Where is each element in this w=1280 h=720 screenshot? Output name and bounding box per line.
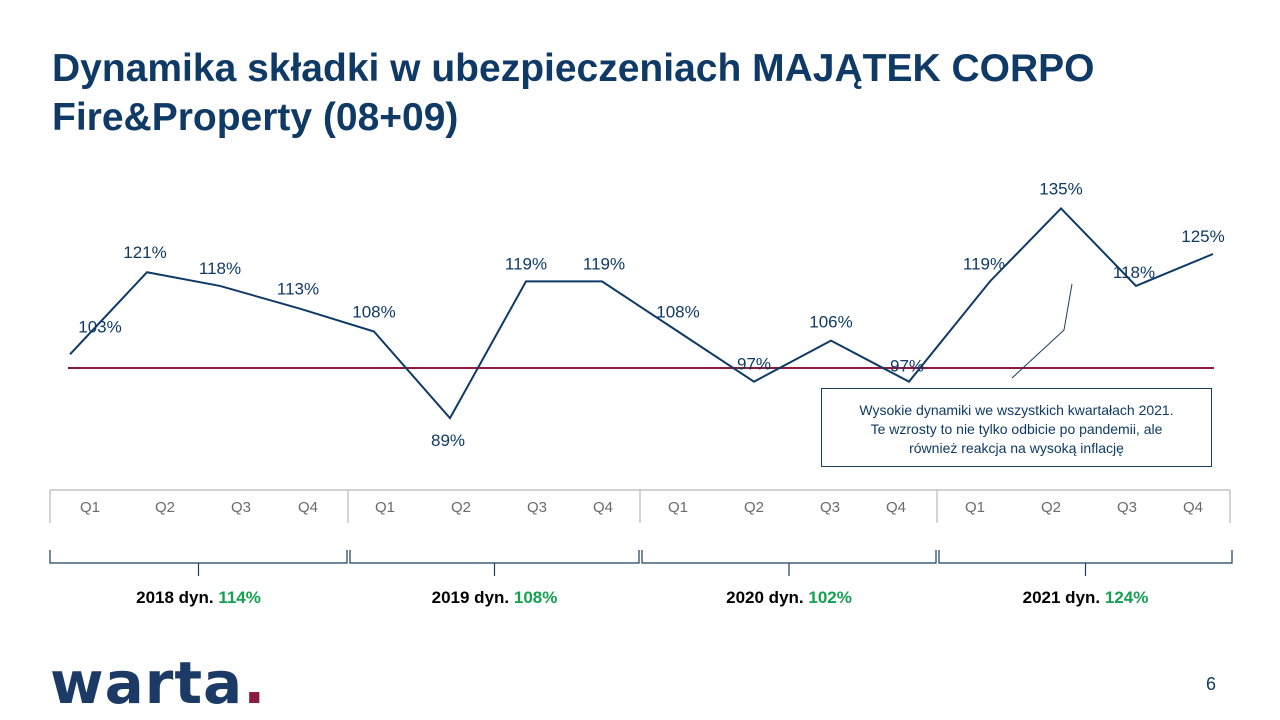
year-bracket-0 <box>49 550 348 576</box>
quarter-label-15: Q4 <box>1183 499 1203 516</box>
quarter-label-8: Q1 <box>668 499 688 516</box>
data-label-10: 106% <box>809 313 852 332</box>
quarter-label-7: Q4 <box>593 499 613 516</box>
year-summary-dyn-0: 114% <box>218 588 261 607</box>
callout-box: Wysokie dynamiki we wszystkich kwartałac… <box>821 388 1212 467</box>
quarter-label-3: Q4 <box>298 499 318 516</box>
quarter-label-10: Q3 <box>820 499 840 516</box>
data-label-15: 125% <box>1181 227 1224 246</box>
callout-line-1: Wysokie dynamiki we wszystkich kwartałac… <box>859 402 1174 418</box>
page-title-line-2: Fire&Property (08+09) <box>52 96 459 139</box>
data-label-5: 89% <box>431 431 465 450</box>
quarter-label-5: Q2 <box>451 499 471 516</box>
data-label-13: 135% <box>1039 179 1082 198</box>
quarter-label-9: Q2 <box>744 499 764 516</box>
data-label-3: 113% <box>277 280 319 299</box>
quarter-label-12: Q1 <box>965 499 985 516</box>
year-bracket-2 <box>641 550 937 576</box>
year-summary-label-0: 2018 dyn. <box>136 588 218 607</box>
year-summary-layer: 2018 dyn. 114% 2019 dyn. 108% 2020 dyn. 10… <box>49 550 1233 607</box>
data-label-0: 103% <box>78 317 121 336</box>
logo-text: warta <box>50 649 244 717</box>
warta-logo: warta. <box>50 648 266 718</box>
data-label-1: 121% <box>123 243 166 262</box>
quarter-label-11: Q4 <box>886 499 906 516</box>
data-label-14: 118% <box>1113 263 1155 282</box>
data-label-9: 97% <box>737 355 771 374</box>
logo-dot: . <box>243 649 267 717</box>
year-summary-label-3: 2021 dyn. <box>1023 588 1105 607</box>
data-label-11: 97% <box>890 357 924 376</box>
quarter-label-14: Q3 <box>1117 499 1137 516</box>
year-summary-dyn-2: 102% <box>808 588 851 607</box>
data-label-6: 119% <box>505 254 547 273</box>
quarter-label-13: Q2 <box>1041 499 1061 516</box>
quarter-label-4: Q1 <box>375 499 395 516</box>
callout-pointer <box>1011 283 1073 379</box>
quarter-label-0: Q1 <box>80 499 100 516</box>
year-summary-label-1: 2019 dyn. <box>432 588 514 607</box>
callout-line-2: Te wzrosty to nie tylko odbicie po pande… <box>870 421 1163 437</box>
year-summary-3: 2021 dyn. 124% <box>1023 588 1149 607</box>
series-line <box>69 206 1214 420</box>
year-summary-label-2: 2020 dyn. <box>726 588 808 607</box>
data-label-7: 119% <box>583 254 625 273</box>
page-title-line-1: Dynamika składki w ubezpieczeniach MAJĄT… <box>52 47 1095 90</box>
quarter-label-1: Q2 <box>155 499 175 516</box>
year-summary-1: 2019 dyn. 108% <box>432 588 558 607</box>
data-labels-layer: 103% 121% 118% 113% 108% 89% 119% 119% 108% 97% 10… <box>78 179 1224 450</box>
year-summary-0: 2018 dyn. 114% <box>136 588 261 607</box>
quarter-label-2: Q3 <box>231 499 251 516</box>
premium-dynamics-chart: 103% 121% 118% 113% 108% 89% 119% 119% 108% 97% 10… <box>49 179 1233 607</box>
year-summary-dyn-1: 108% <box>514 588 557 607</box>
quarter-label-6: Q3 <box>527 499 547 516</box>
series-line-layer <box>69 206 1214 420</box>
page-title: Dynamika składki w ubezpieczeniach MAJĄT… <box>52 44 1232 142</box>
quarter-axis-layer: Q1 Q2 Q3 Q4 Q1 Q2 Q3 Q4 Q1 Q2 Q3 Q4 Q1 Q2 Q3 Q4 <box>49 489 1231 523</box>
page-number: 6 <box>1206 674 1217 694</box>
data-label-4: 108% <box>352 303 395 322</box>
callout-line-3: również reakcja na wysoką inflację <box>909 440 1124 456</box>
year-summary-2: 2020 dyn. 102% <box>726 588 852 607</box>
data-label-8: 108% <box>656 303 699 322</box>
year-summary-dyn-3: 124% <box>1105 588 1148 607</box>
data-label-12: 119% <box>963 254 1005 273</box>
year-bracket-1 <box>349 550 640 576</box>
year-bracket-3 <box>938 550 1233 576</box>
data-label-2: 118% <box>199 259 241 278</box>
